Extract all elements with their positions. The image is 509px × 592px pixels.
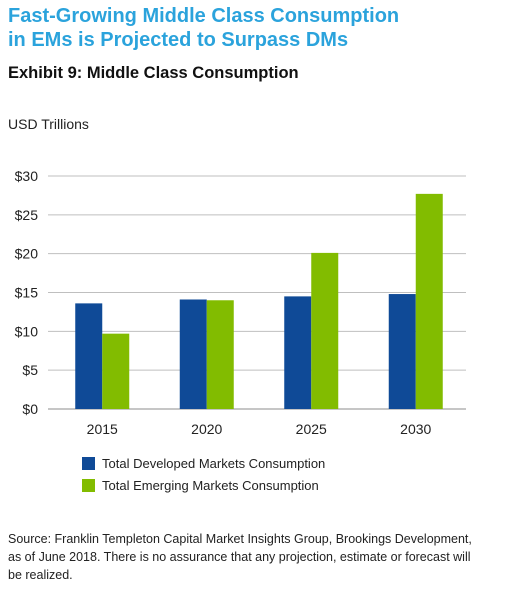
y-tick-label: $10 — [15, 323, 39, 339]
y-tick-label: $15 — [15, 285, 39, 301]
chart-legend: Total Developed Markets Consumption Tota… — [82, 452, 325, 496]
bar-emerging-2030 — [415, 193, 443, 409]
legend-item-developed: Total Developed Markets Consumption — [82, 452, 325, 474]
x-tick-label: 2020 — [191, 421, 222, 437]
source-line-1: Source: Franklin Templeton Capital Marke… — [8, 532, 472, 546]
bar-developed-2025 — [284, 296, 312, 409]
x-tick-label: 2025 — [296, 421, 327, 437]
consumption-bar-chart: $0 $5 $10 $15 $20 $25 $30 2015 2020 2025 2030 — [15, 168, 466, 437]
y-tick-label: $5 — [22, 362, 38, 378]
y-tick-label: $25 — [15, 207, 39, 223]
source-note: Source: Franklin Templeton Capital Marke… — [8, 530, 478, 584]
bar-emerging-2020 — [206, 300, 234, 409]
bar-developed-2020 — [179, 299, 207, 409]
bar-developed-2030 — [388, 294, 416, 409]
bar-emerging-2015 — [102, 333, 130, 409]
legend-item-emerging: Total Emerging Markets Consumption — [82, 474, 325, 496]
legend-label-emerging: Total Emerging Markets Consumption — [102, 477, 319, 493]
bar-emerging-2025 — [311, 252, 339, 409]
exhibit-title: Exhibit 9: Middle Class Consumption — [8, 64, 299, 82]
headline-line-1: Fast-Growing Middle Class Consumption — [8, 5, 400, 27]
x-tick-label: 2030 — [400, 421, 431, 437]
source-line-3: be realized. — [8, 568, 73, 582]
legend-label-developed: Total Developed Markets Consumption — [102, 455, 326, 471]
legend-swatch-emerging — [82, 478, 95, 492]
bar-developed-2015 — [75, 303, 103, 409]
headline-line-2: in EMs is Projected to Surpass DMs — [8, 29, 349, 51]
y-tick-label: $30 — [15, 168, 39, 184]
legend-swatch-developed — [82, 456, 95, 470]
source-line-2: as of June 2018. There is no assurance t… — [8, 550, 471, 564]
x-tick-label: 2015 — [87, 421, 118, 437]
y-tick-label: $20 — [15, 246, 39, 262]
x-axis-ticks: 2015 2020 2025 2030 — [87, 421, 432, 437]
y-tick-label: $0 — [22, 401, 38, 417]
headline: Fast-Growing Middle Class Consumption in… — [8, 4, 488, 52]
y-axis-unit-label: USD Trillions — [8, 116, 89, 132]
bars — [75, 193, 443, 409]
y-axis-ticks: $0 $5 $10 $15 $20 $25 $30 — [15, 168, 39, 417]
